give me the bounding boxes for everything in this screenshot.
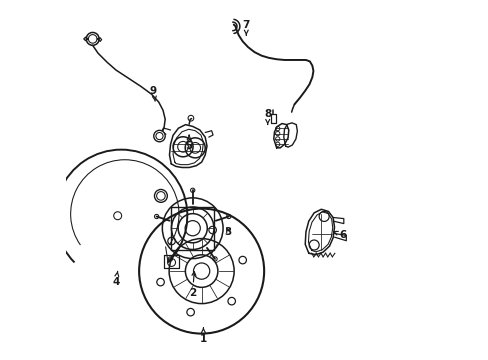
Text: 7: 7 [242,19,249,35]
Text: 3: 3 [224,227,232,237]
Text: 4: 4 [112,271,120,287]
Text: 8: 8 [264,109,271,125]
Text: 1: 1 [200,328,206,344]
Circle shape [154,189,167,202]
Text: 9: 9 [149,86,157,101]
Text: 5: 5 [185,135,192,151]
Text: 6: 6 [333,230,346,240]
Text: 2: 2 [189,271,196,297]
Circle shape [86,32,99,45]
Circle shape [153,130,165,142]
